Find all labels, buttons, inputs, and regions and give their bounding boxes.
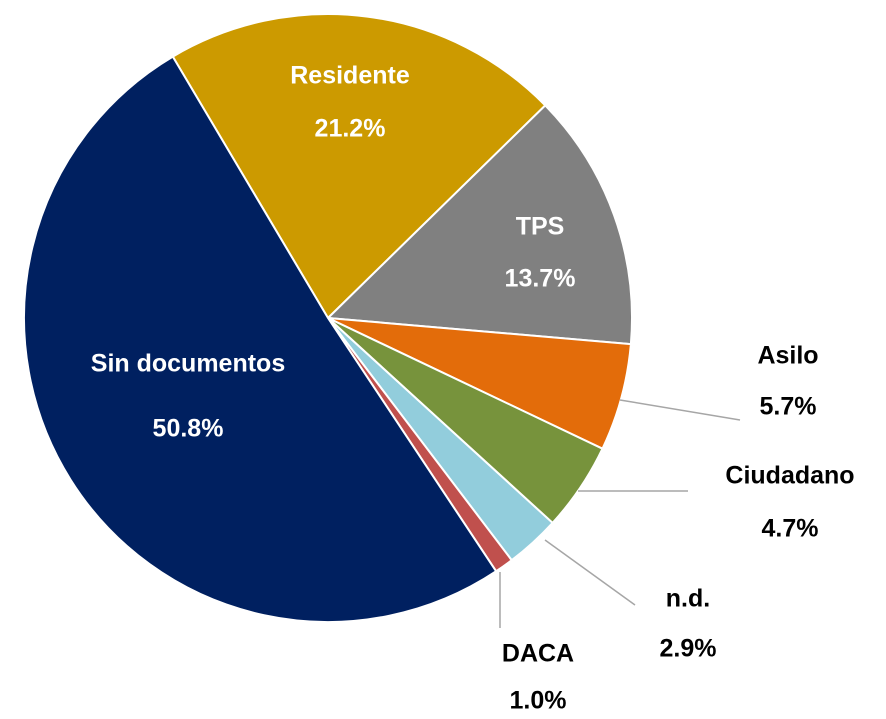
slice-value: 5.7% bbox=[760, 393, 817, 421]
pie-slice bbox=[23, 55, 498, 623]
slice-label: Sin documentos bbox=[91, 350, 285, 378]
slice-label: Asilo bbox=[757, 342, 818, 370]
slice-label: n.d. bbox=[666, 585, 710, 613]
slice-value: 1.0% bbox=[510, 687, 567, 715]
slice-value: 50.8% bbox=[153, 415, 224, 443]
slice-label: TPS bbox=[516, 213, 565, 241]
leader-line bbox=[544, 539, 636, 606]
pie-slice bbox=[171, 13, 547, 320]
slice-label: DACA bbox=[502, 640, 574, 668]
slice-label: Residente bbox=[290, 62, 410, 90]
slice-value: 4.7% bbox=[762, 515, 819, 543]
slice-value: 2.9% bbox=[660, 635, 717, 663]
leader-line bbox=[619, 399, 741, 421]
slice-value: 13.7% bbox=[505, 265, 576, 293]
pie-slice bbox=[325, 103, 633, 346]
slice-value: 21.2% bbox=[315, 115, 386, 143]
slice-label: Ciudadano bbox=[725, 462, 854, 490]
